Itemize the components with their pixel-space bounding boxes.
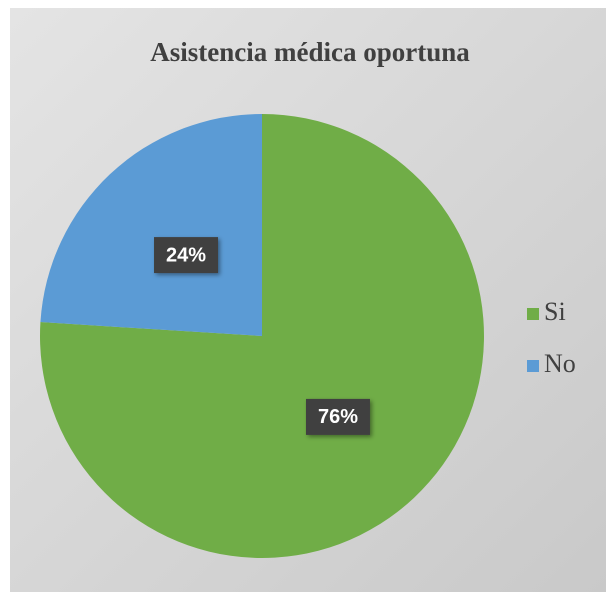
data-label: 76% [318,406,358,428]
legend-label: Si [544,297,566,326]
pie-slice [39,114,485,559]
data-label: 24% [166,244,206,266]
data-label-box [305,398,370,435]
chart-title: Asistencia médica oportuna [150,37,470,67]
legend-label: No [544,349,576,378]
legend-swatch [527,308,539,320]
data-label-box [154,237,219,274]
pie-slice [40,114,262,336]
legend-swatch [527,360,539,372]
